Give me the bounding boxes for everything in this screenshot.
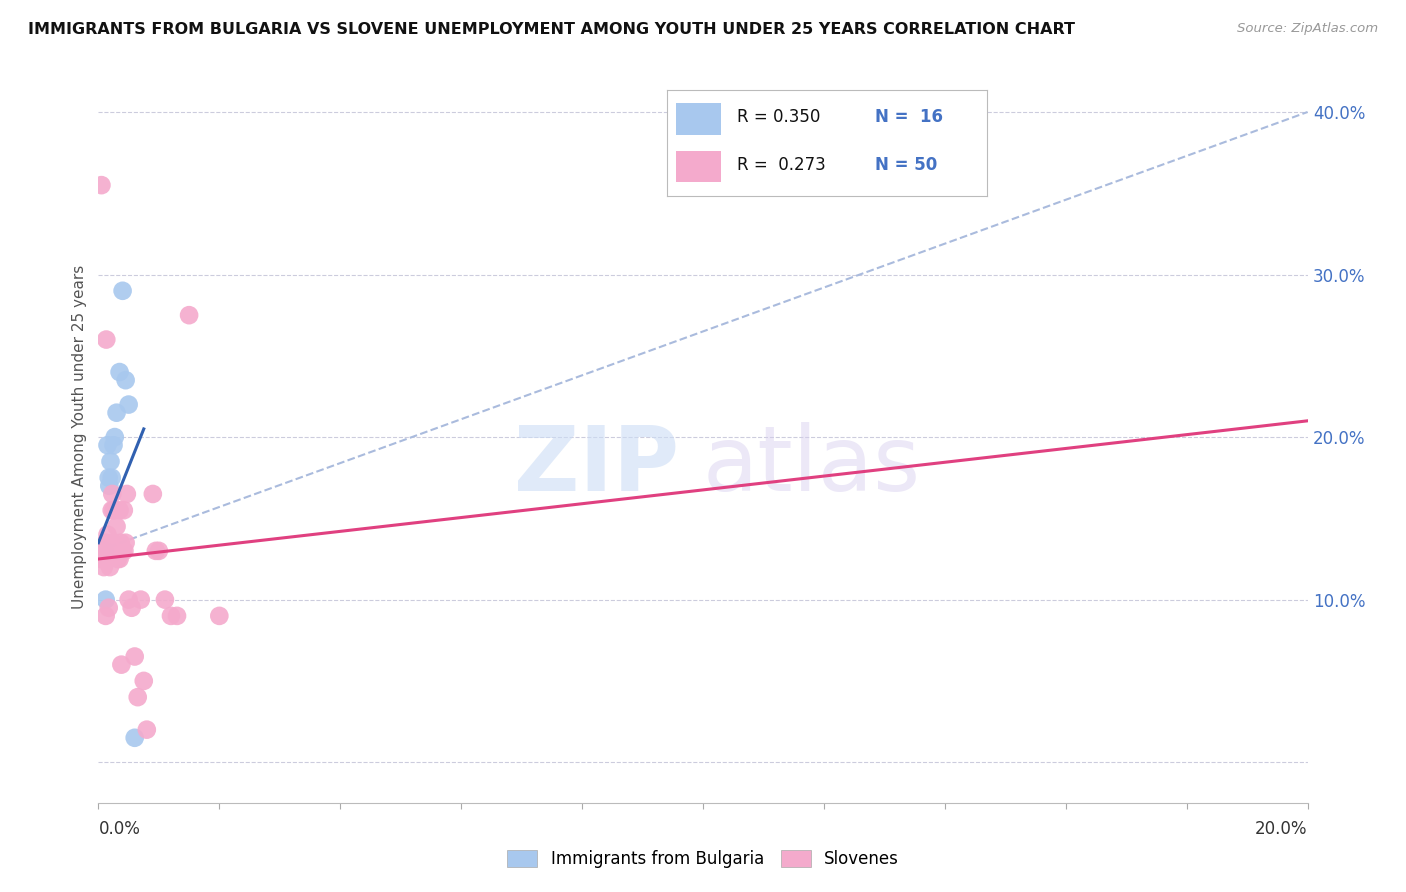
Point (145, 544, 167, 558)
Point (100, 544, 122, 558)
Point (90, 552, 112, 566)
Point (108, 552, 131, 566)
Point (103, 503, 125, 517)
Point (104, 544, 127, 558)
Point (112, 544, 135, 558)
Legend: Immigrants from Bulgaria, Slovenes: Immigrants from Bulgaria, Slovenes (501, 843, 905, 875)
Text: ZIP: ZIP (513, 422, 679, 510)
Point (91, 552, 114, 566)
Point (89, 544, 111, 558)
Point (160, 608, 183, 623)
Y-axis label: Unemployment Among Youth under 25 years: Unemployment Among Youth under 25 years (72, 265, 87, 609)
Point (108, 365, 131, 379)
Point (129, 592, 152, 607)
Point (135, 723, 157, 737)
Point (98, 560, 121, 574)
Point (153, 592, 176, 607)
Point (103, 535, 125, 549)
Text: 0.0%: 0.0% (98, 820, 141, 838)
Point (91, 544, 114, 558)
Point (112, 503, 135, 517)
Point (124, 649, 146, 664)
Point (114, 535, 136, 549)
Point (90, 178, 112, 193)
Point (103, 438, 125, 452)
Point (93, 560, 115, 574)
Point (166, 608, 188, 623)
Point (111, 544, 134, 558)
Point (107, 544, 129, 558)
Point (110, 535, 132, 549)
Point (100, 454, 122, 468)
Point (90, 544, 112, 558)
Point (110, 657, 132, 672)
Point (118, 398, 141, 412)
Point (118, 592, 141, 607)
Point (108, 503, 131, 517)
Point (98, 544, 121, 558)
Point (132, 673, 155, 688)
Point (97, 600, 120, 615)
Point (111, 284, 134, 298)
Point (105, 544, 128, 558)
Point (97, 471, 120, 485)
Point (104, 430, 127, 444)
Point (101, 487, 124, 501)
Point (114, 373, 136, 387)
Point (127, 690, 149, 705)
Point (124, 731, 146, 745)
Point (142, 487, 165, 501)
Point (94, 535, 117, 549)
Point (121, 600, 143, 615)
Point (96, 527, 118, 541)
Point (94, 592, 117, 607)
Point (96, 544, 118, 558)
Text: atlas: atlas (703, 422, 921, 510)
Point (98, 479, 121, 493)
Point (148, 544, 170, 558)
Point (208, 608, 231, 623)
Text: Source: ZipAtlas.com: Source: ZipAtlas.com (1237, 22, 1378, 36)
Point (105, 406, 128, 420)
Point (104, 503, 127, 517)
Point (115, 487, 138, 501)
Point (96, 438, 118, 452)
Point (94, 608, 117, 623)
Point (107, 552, 129, 566)
Point (100, 471, 122, 485)
Text: 20.0%: 20.0% (1256, 820, 1308, 838)
Point (96, 333, 118, 347)
Point (93, 544, 115, 558)
Point (105, 519, 128, 533)
Point (179, 308, 201, 322)
Point (93, 544, 115, 558)
Text: IMMIGRANTS FROM BULGARIA VS SLOVENE UNEMPLOYMENT AMONG YOUTH UNDER 25 YEARS CORR: IMMIGRANTS FROM BULGARIA VS SLOVENE UNEM… (28, 22, 1076, 37)
Point (100, 503, 122, 517)
